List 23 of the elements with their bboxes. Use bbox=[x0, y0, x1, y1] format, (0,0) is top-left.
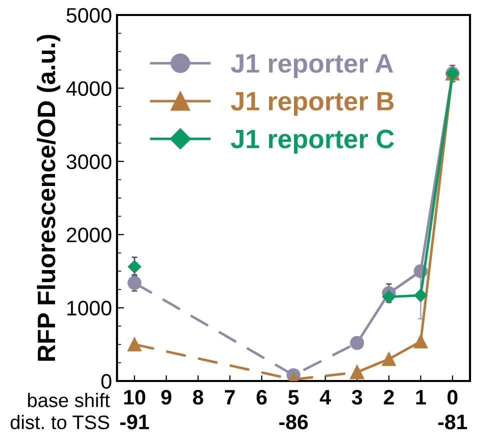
y-axis-title: RFP Fluorescence/OD (a.u.) bbox=[36, 34, 60, 361]
x-tick-label: 3 bbox=[352, 390, 362, 405]
x-tick-label: 7 bbox=[225, 390, 235, 404]
x-tick-label: 8 bbox=[192, 390, 204, 405]
y-tick-label: 1000 bbox=[67, 300, 112, 316]
x-tick-label: 10 -91 bbox=[120, 390, 149, 430]
x-tick-label: 1 bbox=[416, 390, 426, 404]
legend-label: J1 reporter A bbox=[230, 54, 394, 78]
x-tick-label: 2 bbox=[384, 390, 394, 404]
x-tick-label: 4 bbox=[320, 390, 331, 404]
text: dist. to TSS bbox=[10, 414, 110, 430]
x-tick-label: 5 -86 bbox=[279, 390, 308, 430]
y-tick-label: 3000 bbox=[66, 154, 112, 170]
y-tick-label: 5000 bbox=[66, 8, 112, 23]
y-tick-label: 2000 bbox=[66, 228, 112, 242]
y-tick-label: 4000 bbox=[66, 81, 112, 96]
text: base shift bbox=[28, 392, 110, 408]
x-tick-label: 0 -81 bbox=[438, 390, 467, 430]
x-tick-label: 6 bbox=[256, 390, 267, 405]
legend-label: J1 reporter C bbox=[230, 130, 394, 154]
x-tick-label: 9 bbox=[161, 390, 172, 405]
legend-label: J1 reporter B bbox=[230, 92, 394, 116]
y-tick-label: 0 bbox=[101, 374, 112, 389]
